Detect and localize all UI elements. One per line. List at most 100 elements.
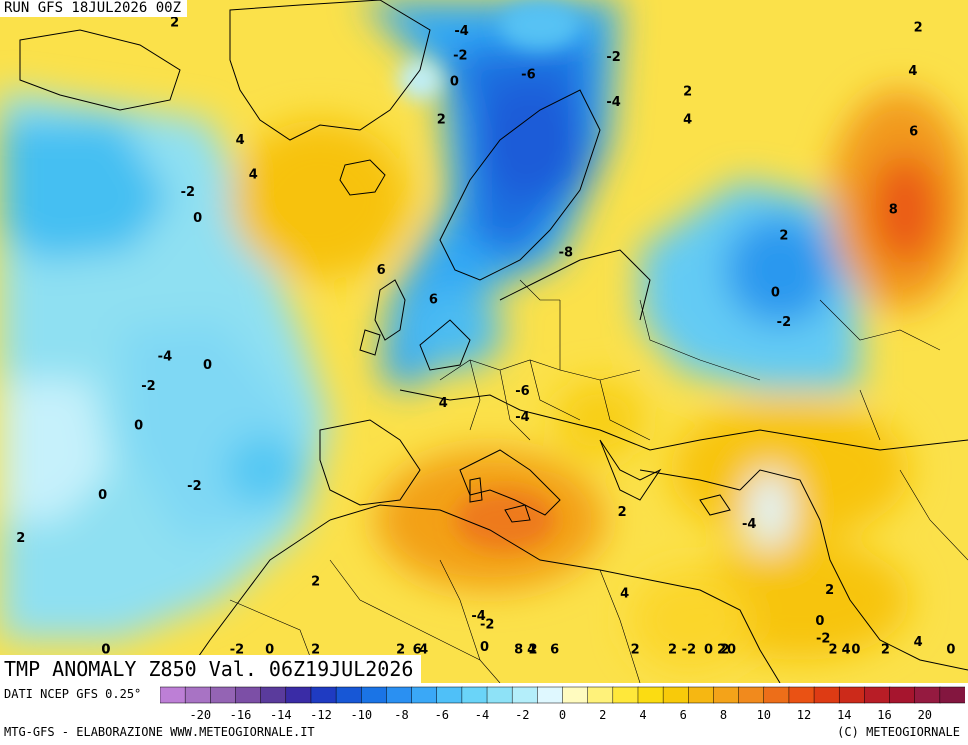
map-title: TMP ANOMALY Z850 Val. 06Z19JUL2026 <box>0 655 422 683</box>
anomaly-shading <box>0 0 968 670</box>
contour-label: 2 <box>914 21 923 36</box>
contour-label: 2 <box>683 85 692 100</box>
contour-label: -4 <box>606 95 620 110</box>
contour-label: 0 <box>134 419 143 434</box>
contour-label: 2 <box>717 643 726 658</box>
run-label: RUN GFS 18JUL2026 00Z <box>0 0 188 17</box>
contour-label: 6 <box>429 292 438 307</box>
color-swatch <box>310 686 337 704</box>
contour-label: -2 <box>187 479 201 494</box>
contour-label: 4 <box>249 168 258 183</box>
contour-label: -2 <box>141 379 155 394</box>
contour-label: -2 <box>480 618 494 633</box>
scale-tick-label: -16 <box>230 708 252 722</box>
scale-tick-label: 8 <box>720 708 727 722</box>
contour-label: 0 <box>480 640 489 655</box>
color-swatch <box>889 686 916 704</box>
color-scale-legend: -20 -16 -14 -12 -10 -8 -6 -4 -2 0 2 4 6 8 10 12 14 16 20 <box>160 686 965 722</box>
color-swatch <box>612 686 639 704</box>
contour-label: 0 <box>98 488 107 503</box>
data-source: DATI NCEP GFS 0.25° <box>4 687 142 701</box>
color-swatch <box>637 686 664 704</box>
contour-label: -6 <box>515 384 529 399</box>
scale-tick-label: 10 <box>757 708 771 722</box>
color-swatch <box>235 686 262 704</box>
scale-tick-label: 20 <box>918 708 932 722</box>
color-swatch <box>713 686 740 704</box>
scale-tick-label: 16 <box>877 708 891 722</box>
contour-label: 0 <box>101 643 110 658</box>
color-swatch <box>260 686 287 704</box>
contour-label: 4 <box>908 64 917 79</box>
contour-label: -4 <box>742 517 756 532</box>
scale-tick-label: 0 <box>559 708 566 722</box>
color-scale-swatches <box>160 686 965 704</box>
contour-label: 4 <box>914 635 923 650</box>
contour-label: 8 <box>514 643 523 658</box>
scale-tick-label: 12 <box>797 708 811 722</box>
color-swatch <box>335 686 362 704</box>
scale-tick-label: 6 <box>680 708 687 722</box>
color-swatch <box>738 686 765 704</box>
color-swatch <box>838 686 866 704</box>
scale-tick-label: -14 <box>270 708 292 722</box>
color-swatch <box>562 686 589 704</box>
contour-label: -2 <box>816 631 830 646</box>
contour-label: 4 <box>236 133 245 148</box>
contour-label: 6 <box>413 643 422 658</box>
contour-label: 0 <box>265 643 274 658</box>
contour-label: -2 <box>181 185 195 200</box>
color-swatch <box>285 686 312 704</box>
color-scale-ticks: -20 -16 -14 -12 -10 -8 -6 -4 -2 0 2 4 6 8 10 12 14 16 20 <box>189 708 932 722</box>
color-swatch <box>662 686 690 704</box>
color-swatch <box>511 686 539 704</box>
borders <box>229 279 968 683</box>
color-swatch <box>361 686 388 704</box>
color-swatch <box>486 686 513 704</box>
scale-tick-label: -20 <box>189 708 211 722</box>
contour-label: 2 <box>170 16 179 31</box>
contour-label: 4 <box>842 643 851 658</box>
contour-label: 0 <box>946 643 955 658</box>
scale-tick-label: -2 <box>515 708 529 722</box>
color-swatch <box>939 686 965 704</box>
color-swatch <box>688 686 715 704</box>
contour-label: 4 <box>620 586 629 601</box>
scale-tick-label: 2 <box>599 708 606 722</box>
contour-label: -4 <box>471 609 485 624</box>
scale-tick-label: -6 <box>435 708 449 722</box>
contour-label: 0 <box>203 358 212 373</box>
color-swatch <box>813 686 840 704</box>
scale-tick-label: 4 <box>639 708 646 722</box>
contour-label: -8 <box>559 246 573 261</box>
scale-tick-label: -10 <box>350 708 372 722</box>
color-swatch <box>537 686 564 704</box>
contour-label: -4 <box>158 349 172 364</box>
color-swatch <box>160 686 186 704</box>
scale-tick-label: -8 <box>394 708 408 722</box>
copyright: (C) METEOGIORNALE <box>837 725 960 739</box>
contour-label: 0 <box>704 643 713 658</box>
contour-label: 2 <box>528 643 537 658</box>
contour-label: 6 <box>550 643 559 658</box>
color-swatch <box>914 686 941 704</box>
scale-tick-label: 14 <box>837 708 851 722</box>
color-swatch <box>864 686 891 704</box>
contour-label: 8 <box>889 202 898 217</box>
contour-label: -4 <box>454 24 468 39</box>
color-swatch <box>461 686 488 704</box>
contour-label: 0 <box>193 211 202 226</box>
contour-label: 2 <box>668 643 677 658</box>
contour-label: 0 <box>101 643 110 658</box>
color-swatch <box>587 686 614 704</box>
contour-label: 2 <box>437 112 446 127</box>
contour-label: 6 <box>377 263 386 278</box>
contour-label: -4 <box>515 410 529 425</box>
contour-label: 4 <box>527 643 536 658</box>
contour-label: 0 <box>851 643 860 658</box>
contour-label: -2 <box>230 643 244 658</box>
footer: DATI NCEP GFS 0.25° -20 -16 -14 -12 -10 -8 -6-… <box>0 683 968 745</box>
